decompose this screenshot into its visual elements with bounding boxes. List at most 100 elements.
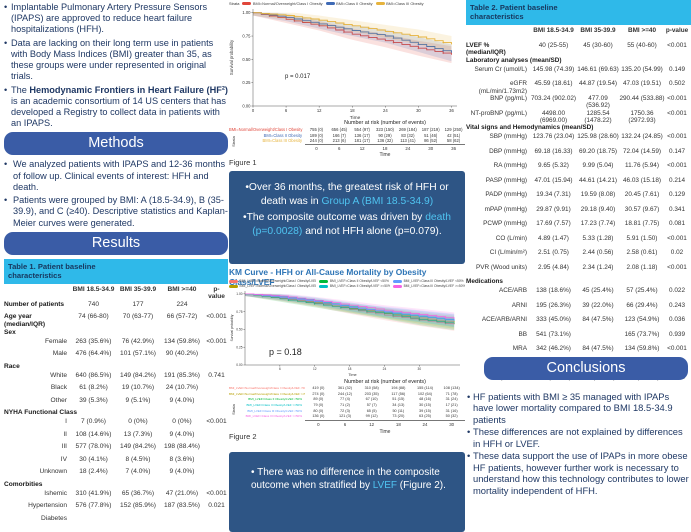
km1-text: Time <box>350 115 361 120</box>
legend-swatch <box>229 284 238 288</box>
row-label: DBP (mmHg) <box>489 147 527 155</box>
nar-value: 34 (13) <box>392 403 405 408</box>
cell: 46.03 (15.18) <box>622 176 662 184</box>
legend-swatch <box>319 279 329 283</box>
column-header: BMI >=40 <box>627 26 657 34</box>
bullet-dot: • <box>467 450 471 462</box>
cell: 47 (21.0%) <box>165 489 199 497</box>
row-label: ACE/ARB <box>498 287 527 295</box>
km1-path <box>318 24 321 27</box>
cell: 9.99 (5.04) <box>582 162 614 170</box>
cell: 5.91 (1.50) <box>626 234 658 242</box>
table1-title-text: Table 1. Patient baseline characteristic… <box>8 261 96 281</box>
cell: 5.33 (1.28) <box>582 234 614 242</box>
cell: 39 (22.0%) <box>582 301 614 309</box>
table2-title-text: Table 2. Patient baseline characteristic… <box>470 3 558 22</box>
cell: 134 (59.8%) <box>624 345 660 353</box>
row-label: Race <box>4 362 20 370</box>
nar-value: 50 (32) <box>445 414 458 419</box>
legend-item: BMI_LVEF=Class II Obesity/LVEF <50% <box>319 279 390 283</box>
nar-row: BMI=Normal/Overweight/Class I Obesity 755… <box>229 127 465 133</box>
nar-axis-tick: 18 <box>384 420 412 429</box>
results-header: Results <box>4 231 228 255</box>
row-label: Unknown <box>39 468 68 475</box>
nar-value: 90 (29) <box>378 132 392 138</box>
cell: 55 (40-60) <box>627 41 657 49</box>
km1-polygon <box>253 12 452 53</box>
cell: 0.741 <box>208 371 225 379</box>
nar-row-label: BMI_LVEF=Normal/Overweight/Class I Obesi… <box>229 391 305 396</box>
km2-path <box>444 316 447 319</box>
row-label: Other <box>50 396 68 404</box>
cell: <0.001 <box>206 313 227 321</box>
table-row: BB 541 (73.1%) 165 (73.7%) 0.939 <box>466 331 691 346</box>
figure1-legend: Strata BMI=Normal/Overweight/Class I Obes… <box>229 1 465 6</box>
row-label: LVEF % (median/IQR) <box>466 41 506 57</box>
km1-path <box>367 27 370 30</box>
cell: 2.58 (0.61) <box>626 249 658 257</box>
highlight-box-2: • There was no difference in the composi… <box>229 452 465 532</box>
table-row: III 577 (78.0%) 149 (84.2%) 198 (88.4%) <box>4 443 228 456</box>
nar-caption: Number at risk (number of events) <box>344 379 426 385</box>
figure2-km-plot: 6 12 18 24 30 1.00 0.75 0.50 0.25 0.00 Survival pr… <box>230 291 460 377</box>
bullet-dot: • <box>467 426 471 438</box>
nar-axis-tick: 6 <box>331 420 359 429</box>
cell: <0.001 <box>667 263 687 271</box>
nar-value: 30 (15) <box>418 403 431 408</box>
cell: 0.02 <box>670 249 684 257</box>
legend-item: BMI=Class III Obesity <box>375 1 424 6</box>
nar-row-label: BMI_LVEF=Normal/Overweight/Class I Obesi… <box>229 386 305 390</box>
nar-axis: 0 6 12 18 24 30 36 <box>229 144 465 152</box>
nar-value: 108 (134) <box>443 386 460 390</box>
cell: 84 (47.5%) <box>582 316 614 324</box>
bullet-text: Patients were grouped by BMI: A (18.5-34… <box>13 195 228 227</box>
cell: 4498.00 (6969.00) <box>539 109 568 124</box>
row-label: CI (L/min/m²) <box>489 249 527 257</box>
cell: 152 (85.9%) <box>120 502 156 509</box>
legend-label: BMI=Normal/Overweight/Class I Obesity <box>252 1 323 6</box>
bullet-text: Data are lacking on their long term use … <box>11 38 213 82</box>
right-column: Table 2. Patient baseline characteristic… <box>466 0 691 532</box>
nar-row-label: BMI_LVEF=Class III Obesity/LVEF >=50% <box>245 414 302 419</box>
cell: 263 (35.6%) <box>75 337 112 345</box>
cell: 477.09 (536.92) <box>586 94 610 110</box>
text-segment: •Over 36 months, the greatest risk of HF… <box>245 182 449 207</box>
km1-path <box>392 41 395 44</box>
nar-value: 117 (56) <box>391 391 406 396</box>
text-segment: The <box>11 84 30 95</box>
km2-text: 12 <box>313 367 317 371</box>
nar-strata-label: Strata <box>230 136 236 147</box>
highlight-box-1: •Over 36 months, the greatest risk of HF… <box>229 171 465 264</box>
km2-text: Time <box>348 373 356 377</box>
nar-row: BMI=Class III Obesity 244 (0) 213 (6) 181 (… <box>229 138 465 144</box>
nar-row: BMI=Class II Obesity 189 (0) 166 (7) 136 (1… <box>229 133 465 139</box>
cell: 0.149 <box>669 65 685 73</box>
cell: 0.939 <box>669 330 685 338</box>
nar-value: 57 (7) <box>366 403 377 408</box>
km2-text: 0.25 <box>236 345 242 349</box>
table-row: White 640 (86.5%) 149 (84.2%) 191 (85.3%) 0.… <box>4 372 228 385</box>
conclusion-bullet: • HF patients with BMI ≥ 35 managed with … <box>467 391 690 425</box>
row-label: Black <box>50 384 67 391</box>
cell: 29.18 (9.40) <box>580 205 616 213</box>
nar-time-label: Time <box>379 428 391 435</box>
cell: 290.44 (533.88) <box>619 94 665 102</box>
nar-value: 51 (46) <box>424 132 438 138</box>
methods-bullet: • Patients were grouped by BMI: A (18.5-3… <box>4 195 228 229</box>
cell: 333 (45.0%) <box>536 316 571 324</box>
table-row: Vital signs and Hemodynamics (mean/SD) <box>466 124 691 133</box>
km2-path <box>261 293 264 296</box>
nar-value: 65 (5) <box>366 408 377 413</box>
cell: 342 (46.2%) <box>536 345 571 353</box>
nar-value: 187 (219) <box>421 127 440 132</box>
nar-row: BMI_LVEF=Class III Obesity/LVEF >=50% 136… <box>229 414 465 420</box>
km1-path <box>392 31 395 34</box>
cell: <0.001 <box>667 133 687 141</box>
nar-value: 361 (32) <box>337 386 353 390</box>
table-row: SBP (mmHg) 123.76 (23.04) 125.98 (28.60) 13… <box>466 133 691 148</box>
cell: 135.20 (54.99) <box>621 65 663 73</box>
table-row: Laboratory analyses (mean/SD) <box>466 57 691 66</box>
row-label: III <box>61 443 68 450</box>
nar-value: 755 (0) <box>309 127 324 132</box>
